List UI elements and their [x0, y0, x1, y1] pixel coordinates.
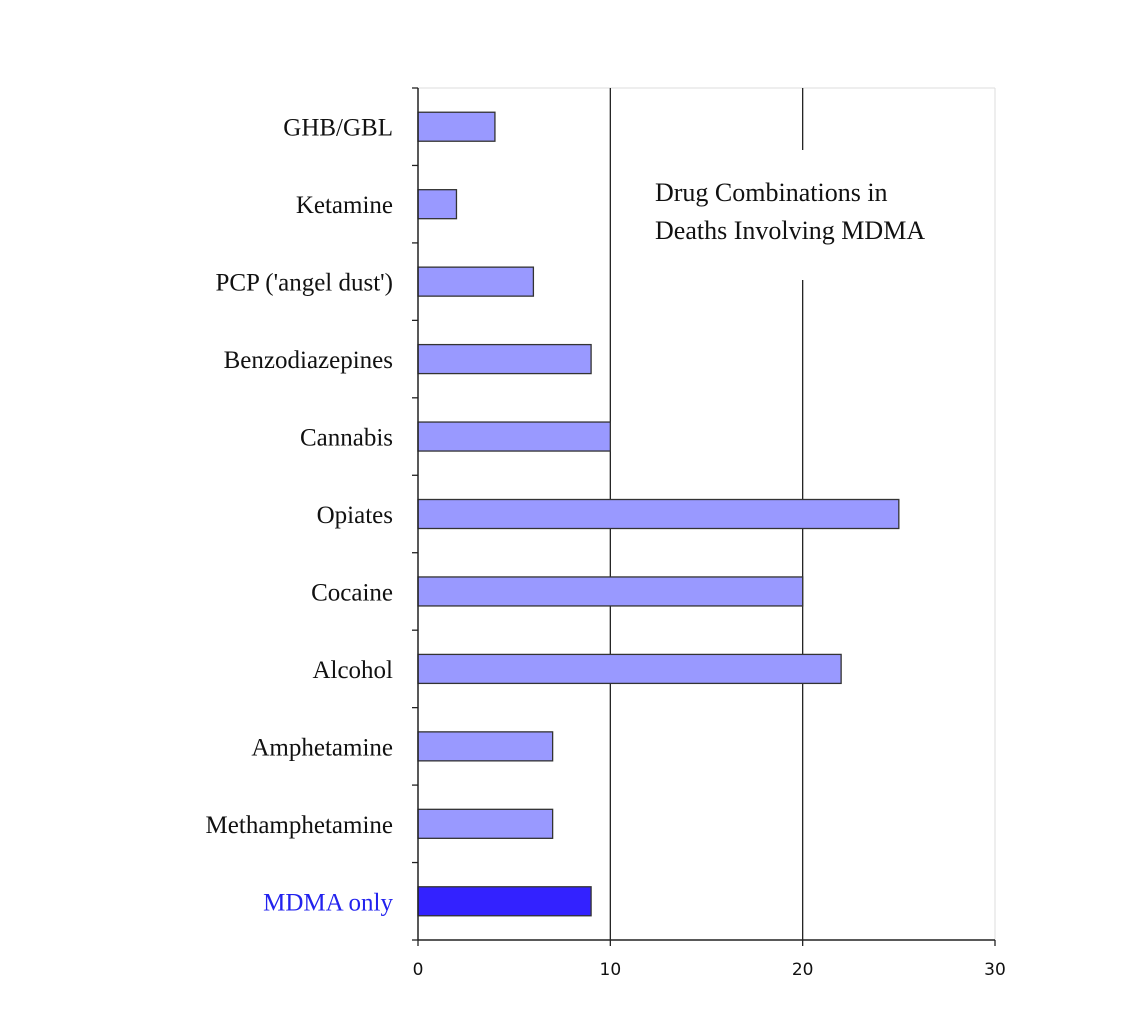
- x-tick-label: 10: [600, 960, 622, 980]
- axis-layer: 0 10 20 30: [412, 87, 1006, 980]
- category-label: Opiates: [317, 502, 393, 529]
- bar-series: [417, 189, 458, 220]
- bar-series: [417, 343, 592, 375]
- annotation-line-1: Drug Combinations in: [655, 178, 888, 207]
- category-label: PCP ('angel dust'): [215, 270, 393, 297]
- annotation-line-2: Deaths Involving MDMA: [655, 216, 925, 245]
- x-tick-label: 0: [413, 960, 424, 980]
- bar-series: [417, 653, 842, 685]
- category-label: Alcohol: [312, 657, 393, 684]
- category-label: Cannabis: [300, 425, 393, 452]
- category-label: Benzodiazepines: [224, 347, 393, 374]
- bar-series: [417, 808, 554, 839]
- bar-series: [417, 576, 804, 607]
- bar-highlight: [417, 886, 592, 917]
- category-label: Methamphetamine: [206, 812, 393, 839]
- label-layer: GHB/GBL Ketamine PCP ('angel dust') Benzodi…: [206, 115, 394, 917]
- bar-series: [417, 498, 900, 530]
- annotation-background: [640, 150, 980, 280]
- annotation-layer: Drug Combinations in Deaths Involving MD…: [640, 150, 980, 280]
- category-label: MDMA only: [263, 889, 393, 916]
- category-label: GHB/GBL: [283, 115, 393, 142]
- category-label: Cocaine: [311, 579, 393, 606]
- bar-series: [417, 421, 611, 452]
- category-label: Amphetamine: [251, 734, 393, 761]
- x-tick-label: 20: [792, 960, 814, 980]
- bar-series: [417, 731, 554, 762]
- x-tick-label: 30: [984, 960, 1006, 980]
- bar-series: [417, 111, 496, 142]
- category-label: Ketamine: [296, 192, 393, 219]
- bar-series: [417, 266, 535, 297]
- bar-layer: [417, 111, 900, 917]
